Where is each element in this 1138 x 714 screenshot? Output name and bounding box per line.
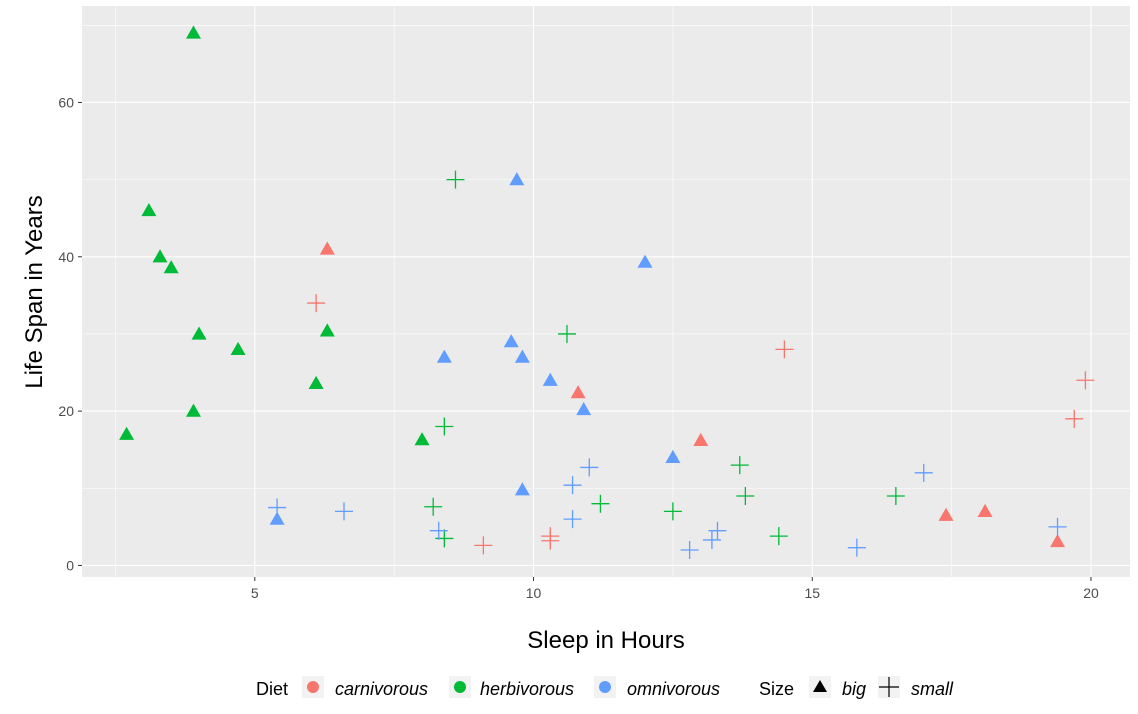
data-point-omnivorous-big [576, 402, 592, 416]
data-point-herbivorous-big [230, 341, 246, 355]
data-point-herbivorous-small [736, 486, 755, 505]
legend-title-diet: Diet [256, 679, 288, 699]
minor-gridlines [82, 6, 1130, 577]
data-point-omnivorous-big [503, 334, 519, 348]
data-point-omnivorous-small [268, 498, 287, 517]
legend-title-size: Size [759, 679, 794, 699]
data-point-herbivorous-small [435, 417, 454, 436]
legend-label-big: big [842, 679, 866, 699]
major-gridlines [82, 6, 1130, 577]
legend-herbivorous-swatch [454, 681, 466, 693]
data-points [119, 25, 1095, 559]
data-point-herbivorous-big [191, 326, 207, 340]
legend-label-herbivorous: herbivorous [480, 679, 574, 699]
y-tick-label: 60 [58, 94, 74, 110]
legend-omnivorous-swatch [599, 681, 611, 693]
data-point-omnivorous-small [708, 521, 727, 540]
data-point-carnivorous-big [977, 503, 993, 518]
data-point-omnivorous-small [914, 463, 933, 482]
data-point-omnivorous-big [514, 482, 530, 496]
y-tick-label: 40 [58, 249, 74, 265]
legend: Diet carnivorous herbivorous omnivorous … [256, 676, 954, 699]
data-point-herbivorous-big [319, 323, 335, 337]
legend-label-carnivorous: carnivorous [335, 679, 428, 699]
data-point-omnivorous-big [637, 254, 653, 268]
data-point-herbivorous-big [414, 432, 430, 446]
data-point-omnivorous-small [847, 538, 866, 557]
legend-big-triangle-icon [813, 680, 827, 692]
data-point-omnivorous-small [1048, 517, 1067, 536]
y-axis: 0 20 40 60 [58, 94, 82, 573]
plot-panel [82, 6, 1130, 577]
data-point-herbivorous-small [730, 456, 749, 475]
legend-label-small: small [911, 679, 954, 699]
data-point-carnivorous-small [1065, 409, 1084, 428]
data-point-herbivorous-small [663, 502, 682, 521]
data-point-carnivorous-big [570, 385, 586, 399]
y-tick-label: 0 [66, 557, 74, 573]
data-point-omnivorous-big [269, 511, 285, 525]
data-point-omnivorous-big [436, 349, 452, 363]
data-point-herbivorous-small [886, 486, 905, 505]
data-point-carnivorous-big [693, 432, 709, 447]
data-point-carnivorous-small [307, 294, 326, 313]
data-point-herbivorous-big [141, 202, 157, 217]
data-point-herbivorous-big [152, 249, 168, 263]
legend-label-omnivorous: omnivorous [627, 679, 720, 699]
data-point-omnivorous-big [509, 172, 525, 186]
data-point-carnivorous-big [319, 241, 335, 255]
x-tick-label: 10 [526, 585, 542, 601]
data-point-herbivorous-small [424, 497, 443, 516]
data-point-omnivorous-small [563, 476, 582, 495]
data-point-carnivorous-big [938, 507, 954, 521]
data-point-omnivorous-small [429, 521, 448, 540]
x-axis: 5 10 15 20 [251, 577, 1099, 601]
data-point-omnivorous-small [580, 458, 599, 477]
data-point-carnivorous-small [775, 340, 794, 359]
data-point-omnivorous-big [514, 349, 530, 363]
x-axis-title: Sleep in Hours [527, 627, 684, 654]
data-point-carnivorous-small [474, 536, 493, 555]
x-tick-label: 5 [251, 585, 259, 601]
data-point-herbivorous-small [446, 170, 465, 189]
y-tick-label: 20 [58, 403, 74, 419]
data-point-omnivorous-small [702, 530, 721, 549]
legend-carnivorous-swatch [307, 681, 319, 693]
data-point-carnivorous-small [1076, 371, 1095, 390]
data-point-omnivorous-small [563, 510, 582, 529]
y-axis-title: Life Span in Years [21, 195, 48, 389]
data-point-omnivorous-small [335, 502, 353, 521]
data-point-omnivorous-small [680, 540, 699, 559]
data-point-herbivorous-big [185, 25, 201, 39]
data-point-carnivorous-small [541, 531, 560, 550]
x-tick-label: 20 [1083, 585, 1099, 601]
data-point-herbivorous-small [769, 527, 788, 546]
data-point-herbivorous-big [308, 375, 324, 389]
data-point-omnivorous-big [542, 372, 558, 386]
data-point-omnivorous-big [665, 449, 681, 464]
data-point-herbivorous-big [163, 260, 179, 274]
data-point-herbivorous-small [591, 494, 610, 513]
data-point-carnivorous-big [1050, 534, 1066, 548]
data-point-herbivorous-big [119, 426, 135, 440]
data-point-herbivorous-small [557, 324, 576, 343]
legend-small-plus-icon [879, 677, 899, 697]
data-point-herbivorous-big [185, 403, 201, 417]
x-tick-label: 15 [804, 585, 820, 601]
